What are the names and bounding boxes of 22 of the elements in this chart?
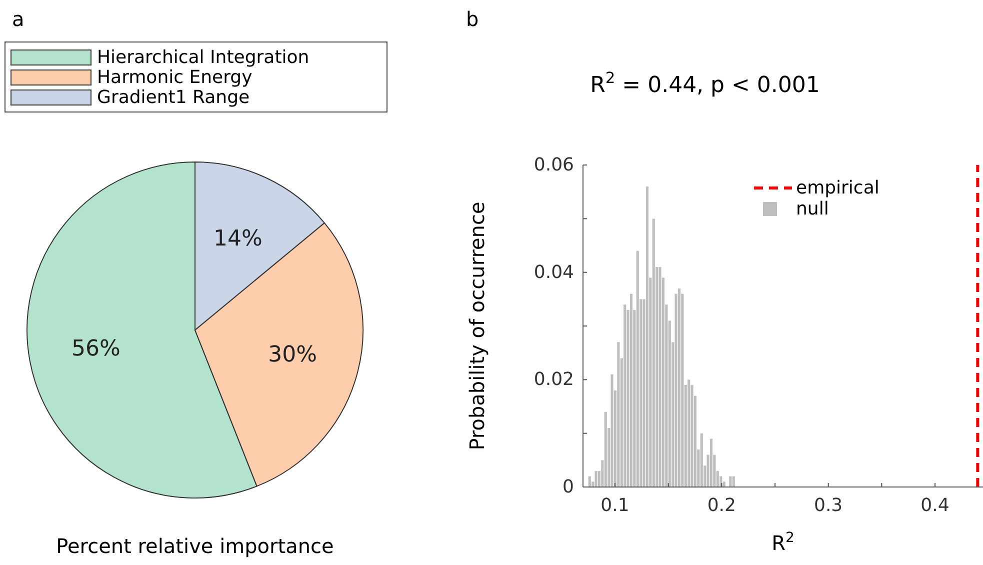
legend-label: Harmonic Energy (97, 67, 253, 88)
y-tick-label: 0.02 (534, 369, 574, 390)
data-label: 56% (72, 336, 120, 362)
data-label: 14% (213, 226, 262, 252)
y-tick-label: 0 (562, 476, 574, 498)
x-tick-label: 0.2 (707, 495, 736, 516)
text: Percent relative importance (56, 534, 334, 558)
y-axis-title: Probability of occurrence (465, 202, 489, 450)
data-label: 30% (268, 342, 318, 368)
legend-label: null (796, 198, 829, 220)
y-tick-label: 0.04 (534, 262, 574, 283)
y-tick-label: 0.06 (534, 154, 574, 176)
chart-title: R$^{2}$ = 0.44, p < 0.001 (590, 69, 820, 98)
x-tick-label: 0.1 (600, 495, 630, 516)
x-tick-label: 0.4 (920, 495, 950, 516)
legend-label: empirical (796, 178, 880, 198)
text: a (12, 7, 24, 31)
text: b (466, 7, 479, 31)
legend-label: Hierarchical Integration (97, 47, 310, 68)
x-axis-title: R$^{2}$ (772, 530, 794, 555)
legend-label: Gradient1 Range (97, 87, 250, 108)
x-tick-label: 0.3 (814, 495, 843, 516)
